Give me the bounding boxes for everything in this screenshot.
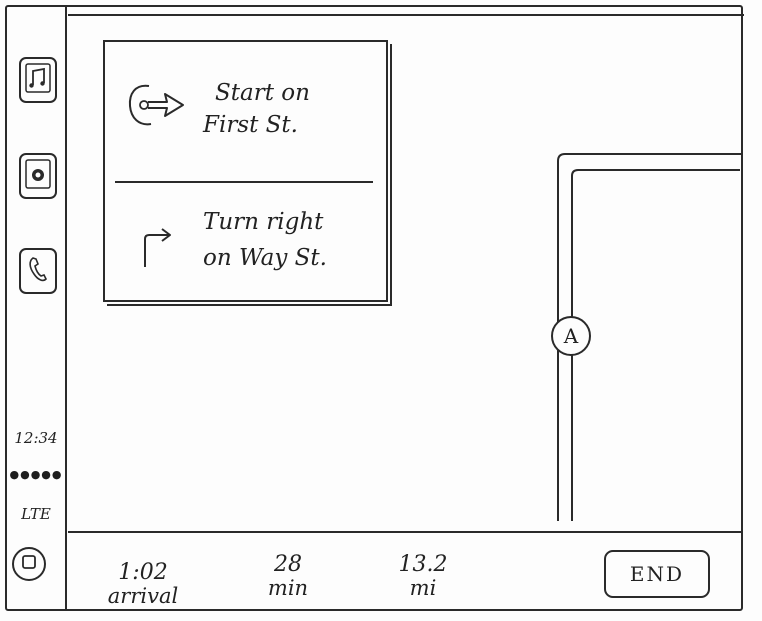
distance-stat: 13.2 mi [378, 552, 468, 600]
phone-button[interactable] [19, 248, 57, 294]
distance-label: mi [409, 576, 437, 600]
step-line-2: First St. [203, 112, 298, 138]
phone-icon [25, 253, 51, 289]
direction-step[interactable]: Turn right on Way St. [105, 183, 386, 302]
route-path [557, 153, 742, 521]
device-frame [5, 5, 743, 611]
step-line-1: Start on [215, 80, 310, 106]
distance-value: 13.2 [398, 552, 448, 577]
map-view[interactable] [68, 16, 742, 531]
step-line-1: Turn right [203, 209, 324, 235]
duration-value: 28 [274, 552, 302, 577]
arrival-label: arrival [107, 584, 179, 608]
duration-label: min [267, 576, 309, 600]
step-divider [115, 181, 373, 183]
trip-summary-bar: 1:02 arrival 28 min 13.2 mi END [68, 531, 742, 611]
top-edge [68, 14, 744, 16]
signal-strength: ●●●●● [9, 468, 63, 481]
arrival-time: 1:02 [118, 560, 168, 585]
direction-step[interactable]: Start on First St. [105, 42, 386, 181]
end-button-label: END [629, 562, 685, 586]
sidebar: 12:34 ●●●●● LTE [5, 5, 67, 611]
network-type: LTE [21, 505, 51, 523]
location-marker-label: A [563, 324, 579, 348]
music-button[interactable] [19, 57, 57, 103]
arrival-stat: 1:02 arrival [88, 560, 198, 608]
podcast-icon [25, 159, 51, 193]
turn-right-icon [141, 227, 175, 273]
home-icon [21, 554, 37, 574]
step-line-2: on Way St. [203, 245, 327, 271]
music-icon [25, 63, 51, 97]
podcast-button[interactable] [19, 153, 57, 199]
home-button[interactable] [12, 547, 46, 581]
directions-panel: Start on First St. Turn right on Way St. [103, 40, 388, 302]
status-time: 12:34 [14, 429, 58, 447]
start-arrow-icon [125, 80, 187, 136]
duration-stat: 28 min [248, 552, 328, 600]
end-navigation-button[interactable]: END [604, 550, 710, 598]
location-marker[interactable]: A [551, 316, 591, 356]
